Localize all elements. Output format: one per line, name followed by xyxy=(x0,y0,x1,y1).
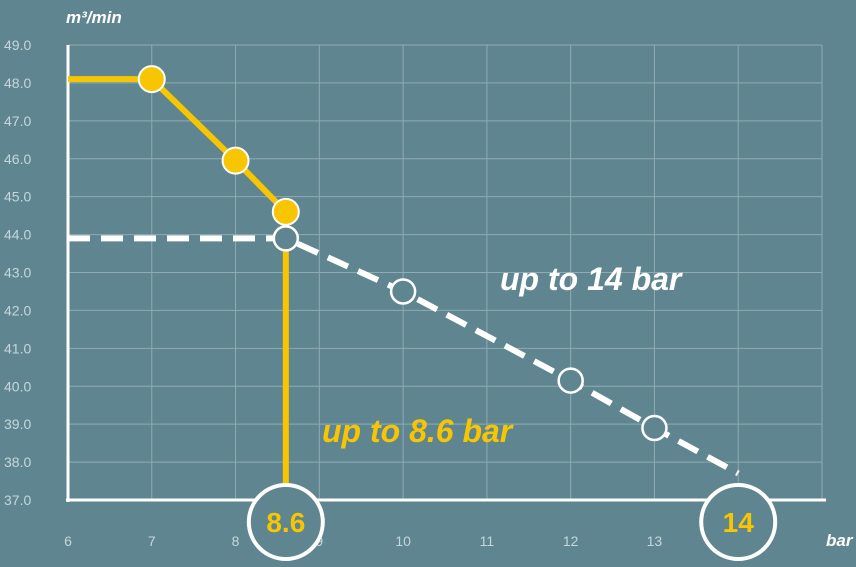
x-tick-label: 10 xyxy=(395,533,411,549)
value-badge-text: 8.6 xyxy=(266,507,305,538)
y-tick-label: 42.0 xyxy=(4,302,31,318)
x-tick-label: 8 xyxy=(232,533,240,549)
series-label-14-bar: up to 14 bar xyxy=(500,261,683,297)
y-tick-label: 45.0 xyxy=(4,189,31,205)
data-point-14-bar xyxy=(389,278,417,305)
series-label-8-6-bar: up to 8.6 bar xyxy=(322,413,514,449)
y-tick-label: 40.0 xyxy=(4,378,31,394)
y-tick-label: 38.0 xyxy=(4,454,31,470)
value-badge xyxy=(246,483,325,561)
y-tick-label: 48.0 xyxy=(4,75,31,91)
x-tick-label: 6 xyxy=(64,533,72,549)
y-tick-label: 47.0 xyxy=(4,113,31,129)
series-line-8-6-bar xyxy=(68,76,288,214)
x-tick-label: 11 xyxy=(480,533,495,549)
series-line-14-bar xyxy=(68,235,740,477)
y-tick-label: 43.0 xyxy=(4,265,31,281)
y-axis-label: m³/min xyxy=(66,8,122,27)
x-axis-label: bar xyxy=(826,531,854,550)
y-tick-label: 37.0 xyxy=(4,492,31,508)
data-point-14-bar xyxy=(641,414,668,442)
data-point-8-6-bar xyxy=(271,197,300,226)
y-tick-label: 41.0 xyxy=(4,340,31,356)
x-tick-label: 12 xyxy=(563,533,579,549)
y-tick-label: 49.0 xyxy=(4,37,31,53)
value-badge-text: 14 xyxy=(723,507,755,538)
y-tick-label: 39.0 xyxy=(4,416,31,432)
data-point-8-6-bar xyxy=(137,65,166,94)
y-tick-label: 46.0 xyxy=(4,151,31,167)
x-tick-label: 13 xyxy=(647,533,663,549)
data-point-14-bar xyxy=(557,367,584,394)
data-point-8-6-bar xyxy=(221,146,250,175)
x-tick-label: 7 xyxy=(148,533,156,549)
data-point-14-bar xyxy=(272,225,300,252)
y-tick-label: 44.0 xyxy=(4,227,31,243)
value-badge xyxy=(699,483,778,561)
